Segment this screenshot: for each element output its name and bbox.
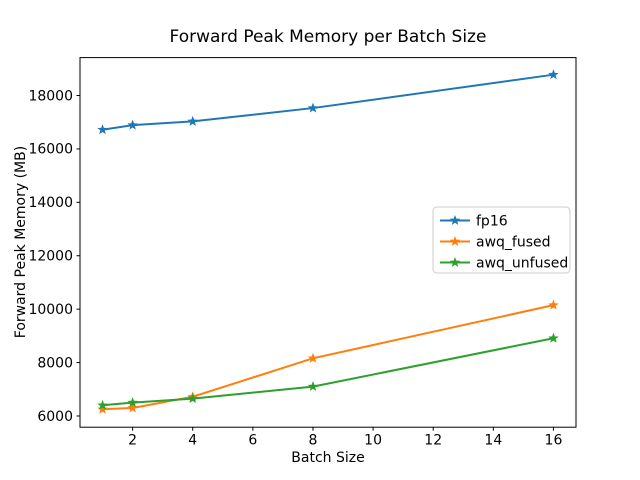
- series-marker-fp16: [548, 69, 559, 80]
- x-tick-label: 14: [484, 433, 502, 449]
- series-marker-awq_fused: [127, 402, 138, 413]
- legend-label-fp16: fp16: [476, 213, 508, 229]
- series-line-awq_unfused: [101, 337, 555, 407]
- series-marker-fp16: [307, 102, 319, 113]
- y-tick-label: 10000: [28, 302, 73, 318]
- x-tick-label: 12: [424, 433, 442, 449]
- legend-marker-fp16: [449, 215, 461, 225]
- legend-marker-awq_fused: [449, 236, 461, 246]
- x-axis-label: Batch Size: [291, 450, 365, 466]
- x-tick-label: 2: [128, 433, 137, 449]
- y-tick-label: 14000: [28, 195, 73, 211]
- legend-box: [432, 206, 571, 274]
- series-marker-awq_fused: [307, 352, 319, 363]
- y-tick-label: 16000: [28, 142, 73, 158]
- series-marker-awq_fused: [548, 299, 559, 310]
- series-marker-awq_unfused: [97, 399, 108, 410]
- chart-title: Forward Peak Memory per Batch Size: [169, 27, 487, 47]
- legend-label-awq_fused: awq_fused: [476, 234, 551, 250]
- y-tick-label: 8000: [37, 355, 73, 371]
- y-tick-label: 12000: [28, 249, 73, 265]
- y-tick-label: 18000: [28, 88, 73, 104]
- x-tick-label: 16: [545, 433, 563, 449]
- plot-border: [79, 57, 577, 428]
- y-axis-label: Forward Peak Memory (MB): [13, 145, 29, 339]
- series-marker-awq_unfused: [307, 381, 319, 392]
- series-marker-awq_unfused: [127, 397, 138, 408]
- series-line-awq_fused: [101, 304, 555, 411]
- series-marker-awq_unfused: [548, 332, 559, 343]
- x-tick-label: 4: [188, 433, 197, 449]
- series-line-fp16: [101, 73, 555, 131]
- x-tick-label: 8: [309, 433, 318, 449]
- series-marker-fp16: [187, 115, 198, 126]
- x-tick-label: 10: [364, 433, 382, 449]
- series-marker-fp16: [97, 124, 108, 135]
- legend-marker-awq_unfused: [449, 257, 461, 267]
- series-marker-awq_unfused: [187, 393, 198, 404]
- legend-label-awq_unfused: awq_unfused: [476, 255, 568, 271]
- x-tick-label: 6: [248, 433, 257, 449]
- y-tick-label: 6000: [37, 409, 73, 425]
- series-marker-awq_fused: [97, 403, 108, 414]
- series-marker-fp16: [127, 119, 138, 130]
